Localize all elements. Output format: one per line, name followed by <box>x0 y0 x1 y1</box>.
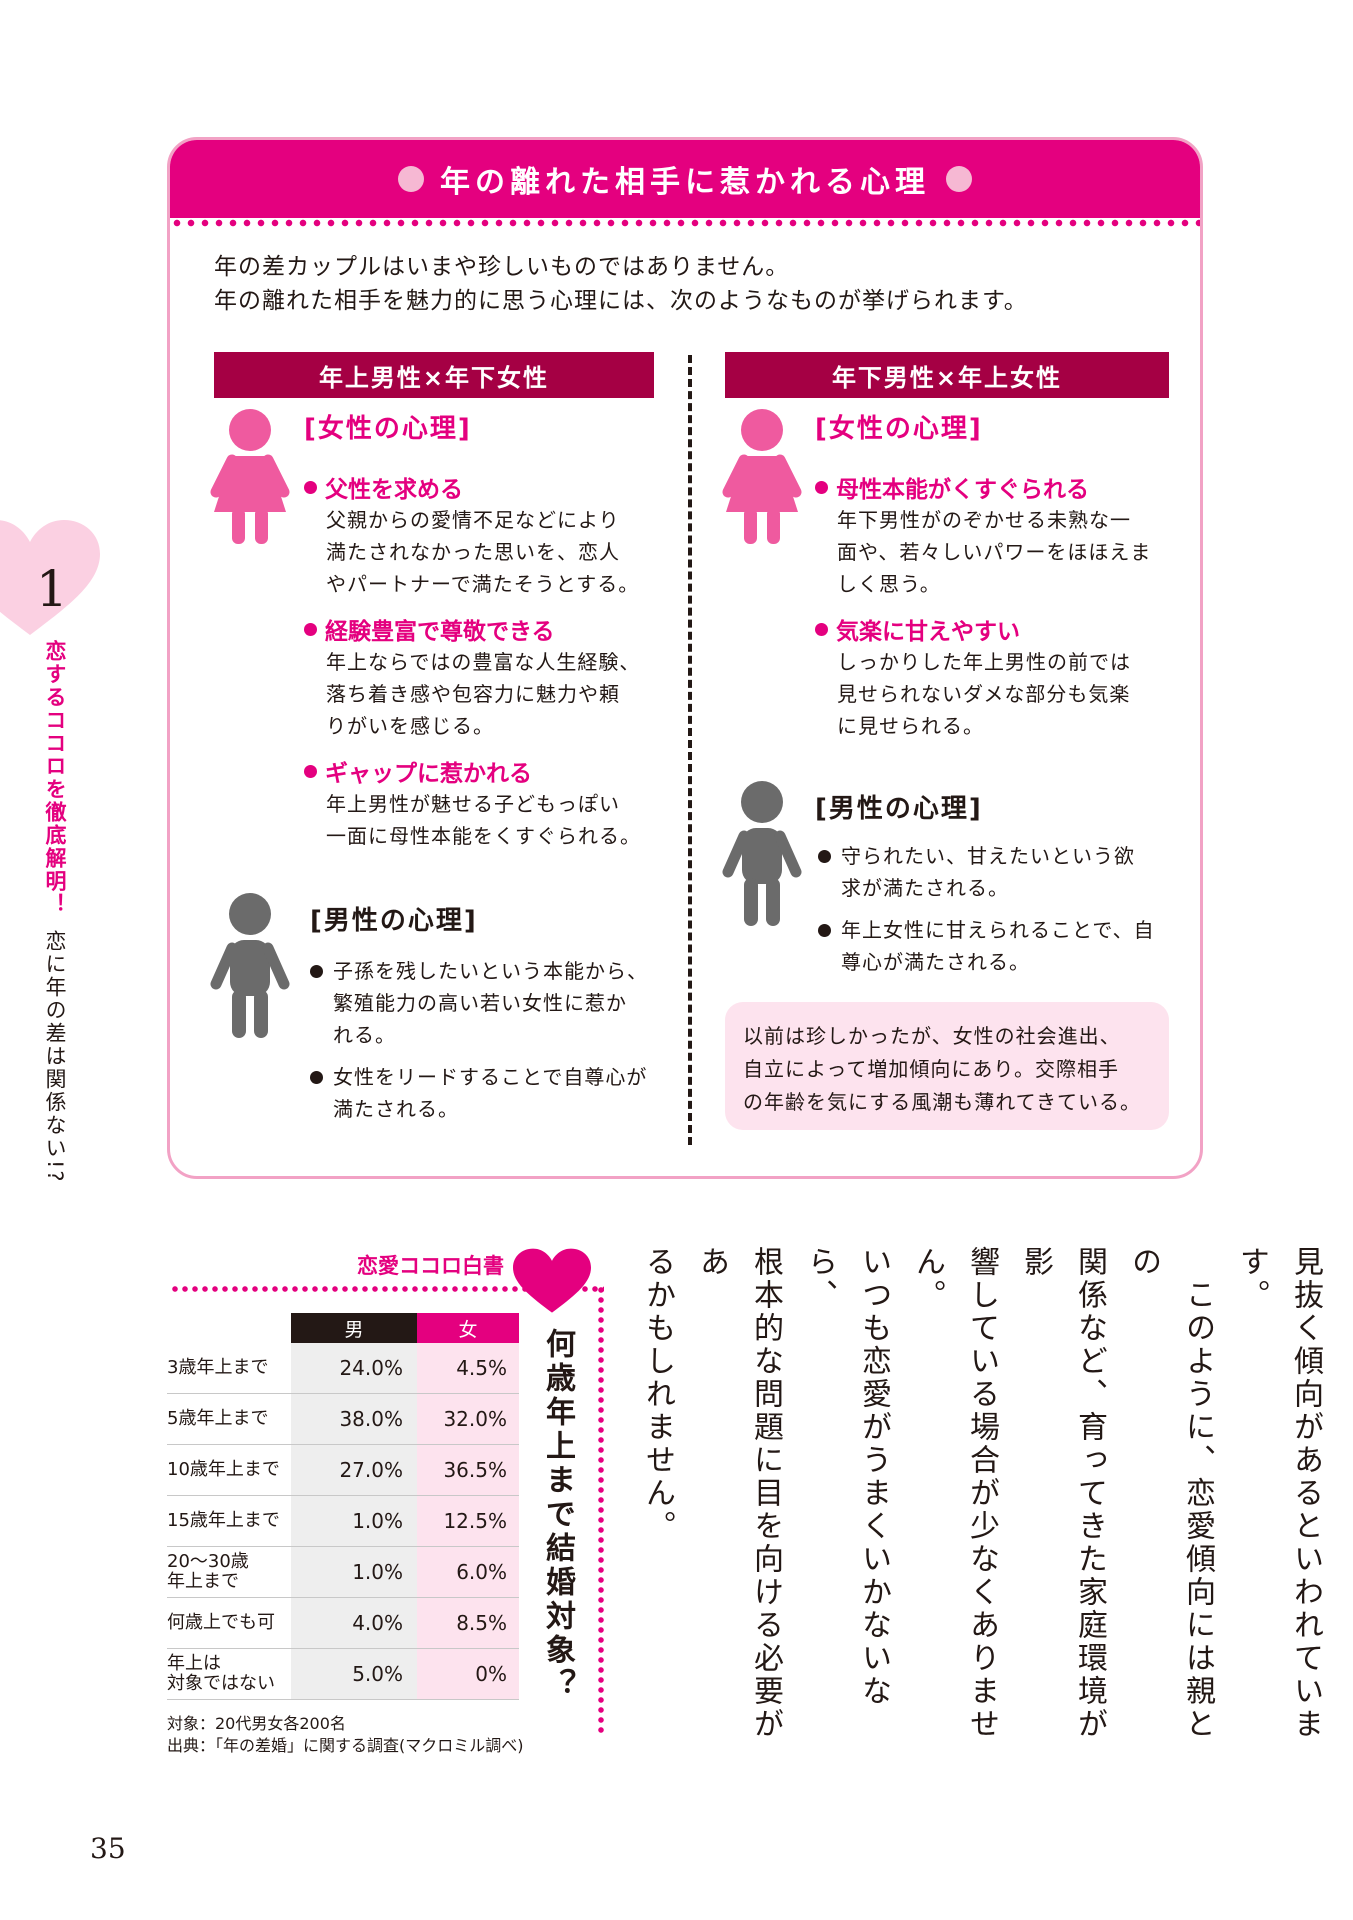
list-item: 年上女性に甘えられることで、自 尊心が満たされる。 <box>818 914 1178 978</box>
right-column-header: 年下男性×年上女性 <box>725 352 1169 398</box>
bullet-icon <box>304 764 317 778</box>
table-row: 年上は 対象ではない 5.0% 0% <box>167 1648 519 1700</box>
survey-target: 対象：20代男女各200名 <box>167 1714 346 1733</box>
circle-icon <box>398 166 424 192</box>
right-male-psychology-title: [男性の心理] <box>815 794 983 824</box>
column-divider <box>688 355 692 1145</box>
right-female-psychology-title: [女性の心理] <box>815 414 983 444</box>
dotted-border <box>170 218 1200 232</box>
bullet-icon <box>818 850 831 863</box>
panel-title: 年の離れた相手に惹かれる心理 <box>440 165 930 200</box>
male-figure-icon <box>722 781 802 926</box>
page-number: 35 <box>90 1832 126 1865</box>
heart-icon <box>513 1248 591 1313</box>
right-male-items: 守られたい、甘えたいという欲 求が満たされる。 年上女性に甘えられることで、自 … <box>818 840 1178 978</box>
left-male-items: 子孫を残したいという本能から、 繁殖能力の高い若い女性に惹か れる。 女性をリー… <box>310 955 670 1125</box>
chapter-number: 1 <box>36 560 68 618</box>
right-female-item: 母性本能がくすぐられる 年下男性がのぞかせる未熟な一 面や、若々しいパワーをほほ… <box>815 470 1175 600</box>
list-item: 子孫を残したいという本能から、 繁殖能力の高い若い女性に惹か れる。 <box>310 955 670 1051</box>
body-text: する場合などがその例です。 逆に、父親の愛情や尊敬を深く感 じて育ち、父親が大好… <box>640 1246 1353 1741</box>
table-row: 15歳年上まで 1.0% 12.5% <box>167 1495 519 1547</box>
table-row: 10歳年上まで 27.0% 36.5% <box>167 1444 519 1496</box>
female-figure-icon <box>722 409 802 544</box>
psychology-panel: 年の離れた相手に惹かれる心理 年の差カップルはいまや珍しいものではありません。 … <box>167 137 1203 1179</box>
list-item: 守られたい、甘えたいという欲 求が満たされる。 <box>818 840 1178 904</box>
survey-label: 恋愛ココロ白書 <box>357 1254 504 1278</box>
table-row: 5歳年上まで 38.0% 32.0% <box>167 1393 519 1445</box>
left-female-item: ギャップに惹かれる 年上男性が魅せる子どもっぽい 一面に母性本能をくすぐられる。 <box>304 754 664 852</box>
dotted-border <box>170 1285 604 1293</box>
section-title: 恋に年の差は関係ない!? <box>43 930 67 1184</box>
table-header-row: 男 女 <box>167 1313 519 1343</box>
survey-question: 何歳年上まで結婚対象？ <box>540 1328 575 1702</box>
bullet-icon <box>815 480 828 494</box>
bullet-icon <box>304 480 317 494</box>
heart-icon <box>0 520 100 635</box>
chapter-title: 恋するココロを徹底解明！ <box>43 640 67 916</box>
survey-source: 出典：「年の差婚」に関する調査(マクロミル調べ) <box>167 1736 524 1755</box>
survey-table: 男 女 3歳年上まで 24.0% 4.5% 5歳年上まで 38.0% 32.0%… <box>167 1313 519 1700</box>
bullet-icon <box>310 965 323 978</box>
list-item: 女性をリードすることで自尊心が 満たされる。 <box>310 1061 670 1125</box>
circle-icon <box>946 166 972 192</box>
column-header-male: 男 <box>291 1313 417 1343</box>
right-female-item: 気楽に甘えやすい しっかりした年上男性の前では 見せられないダメな部分も気楽 に… <box>815 612 1175 742</box>
bullet-icon <box>304 622 317 636</box>
left-female-item: 経験豊富で尊敬できる 年上ならではの豊富な人生経験、 落ち着き感や包容力に魅力や… <box>304 612 664 742</box>
left-female-item: 父性を求める 父親からの愛情不足などにより 満たされなかった思いを、恋人 やパー… <box>304 470 664 600</box>
left-column-header: 年上男性×年下女性 <box>214 352 654 398</box>
dotted-border <box>597 1285 605 1735</box>
table-row: 何歳上でも可 4.0% 8.5% <box>167 1597 519 1649</box>
bullet-icon <box>818 924 831 937</box>
column-header-female: 女 <box>417 1313 519 1343</box>
note-box: 以前は珍しかったが、女性の社会進出、 自立によって増加傾向にあり。交際相手 の年… <box>725 1002 1169 1130</box>
male-figure-icon <box>210 893 290 1038</box>
intro-text: 年の差カップルはいまや珍しいものではありません。 年の離れた相手を魅力的に思う心… <box>214 254 1028 314</box>
bullet-icon <box>310 1071 323 1084</box>
left-female-psychology-title: [女性の心理] <box>304 414 472 444</box>
table-row: 3歳年上まで 24.0% 4.5% <box>167 1343 519 1394</box>
left-male-psychology-title: [男性の心理] <box>310 906 478 936</box>
female-figure-icon <box>210 409 290 544</box>
table-row: 20〜30歳 年上まで 1.0% 6.0% <box>167 1546 519 1598</box>
panel-header: 年の離れた相手に惹かれる心理 <box>170 140 1200 218</box>
bullet-icon <box>815 622 828 636</box>
